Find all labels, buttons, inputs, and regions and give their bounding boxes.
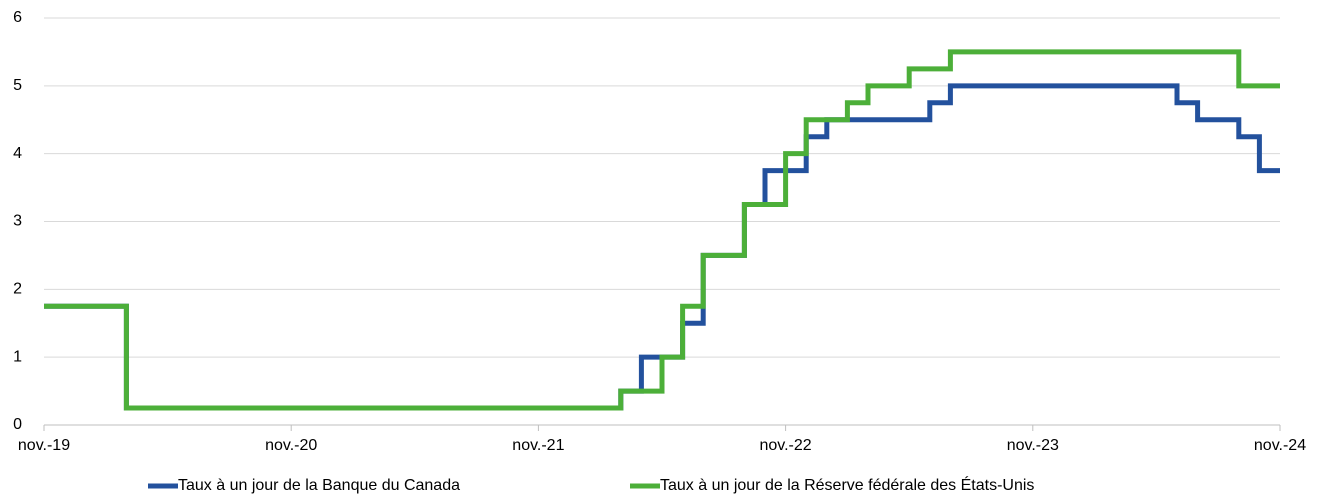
x-tick-label: nov.-21 xyxy=(512,437,564,454)
x-tick-label: nov.-19 xyxy=(18,437,70,454)
legend-label: Taux à un jour de la Banque du Canada xyxy=(178,477,460,494)
x-tick-label: nov.-23 xyxy=(1007,437,1059,454)
y-tick-label: 3 xyxy=(13,213,22,230)
x-tick-label: nov.-22 xyxy=(760,437,812,454)
x-tick-label: nov.-24 xyxy=(1254,437,1306,454)
x-tick-label: nov.-20 xyxy=(265,437,317,454)
legend-label: Taux à un jour de la Réserve fédérale de… xyxy=(660,475,1034,494)
y-tick-label: 2 xyxy=(13,281,22,298)
y-tick-label: 0 xyxy=(13,416,22,433)
y-tick-label: 6 xyxy=(13,9,22,26)
y-tick-label: 4 xyxy=(13,145,22,162)
y-tick-label: 1 xyxy=(13,348,22,365)
y-tick-label: 5 xyxy=(13,77,22,94)
series-line xyxy=(44,49,1280,411)
